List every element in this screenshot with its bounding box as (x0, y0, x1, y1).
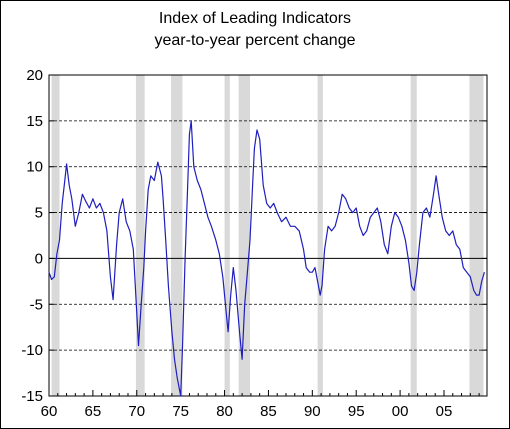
chart-subtitle: year-to-year percent change (154, 32, 356, 49)
recession-band-1 (135, 75, 145, 396)
series-line-0 (48, 120, 485, 397)
x-tick-label-2: 70 (128, 403, 145, 420)
x-tick-label-7: 95 (348, 403, 365, 420)
y-tick-label-4: 0 (35, 250, 43, 267)
y-tick-label-2: 10 (26, 159, 43, 176)
x-tick-label-4: 80 (216, 403, 233, 420)
y-tick-label-7: -15 (21, 388, 43, 405)
chart-title: Index of Leading Indicators (158, 10, 352, 27)
y-tick-label-1: 15 (26, 113, 43, 130)
x-tick-label-9: 05 (436, 403, 453, 420)
recession-band-5 (317, 75, 323, 396)
y-tick-label-0: 20 (26, 67, 43, 84)
recession-band-0 (51, 75, 60, 396)
recession-band-2 (171, 75, 183, 396)
y-tick-label-6: -10 (21, 342, 43, 359)
x-tick-label-3: 75 (172, 403, 189, 420)
y-tick-label-5: -5 (30, 296, 43, 313)
y-tick-label-3: 5 (35, 205, 43, 222)
x-tick-label-6: 90 (304, 403, 321, 420)
recession-band-7 (469, 75, 484, 396)
x-tick-label-1: 65 (85, 403, 102, 420)
x-tick-label-0: 60 (41, 403, 58, 420)
x-tick-label-5: 85 (260, 403, 277, 420)
plot-area (48, 74, 488, 397)
recession-band-6 (410, 75, 417, 396)
recession-band-4 (238, 75, 251, 396)
x-tick-label-8: 00 (392, 403, 409, 420)
recession-band-3 (224, 75, 230, 396)
